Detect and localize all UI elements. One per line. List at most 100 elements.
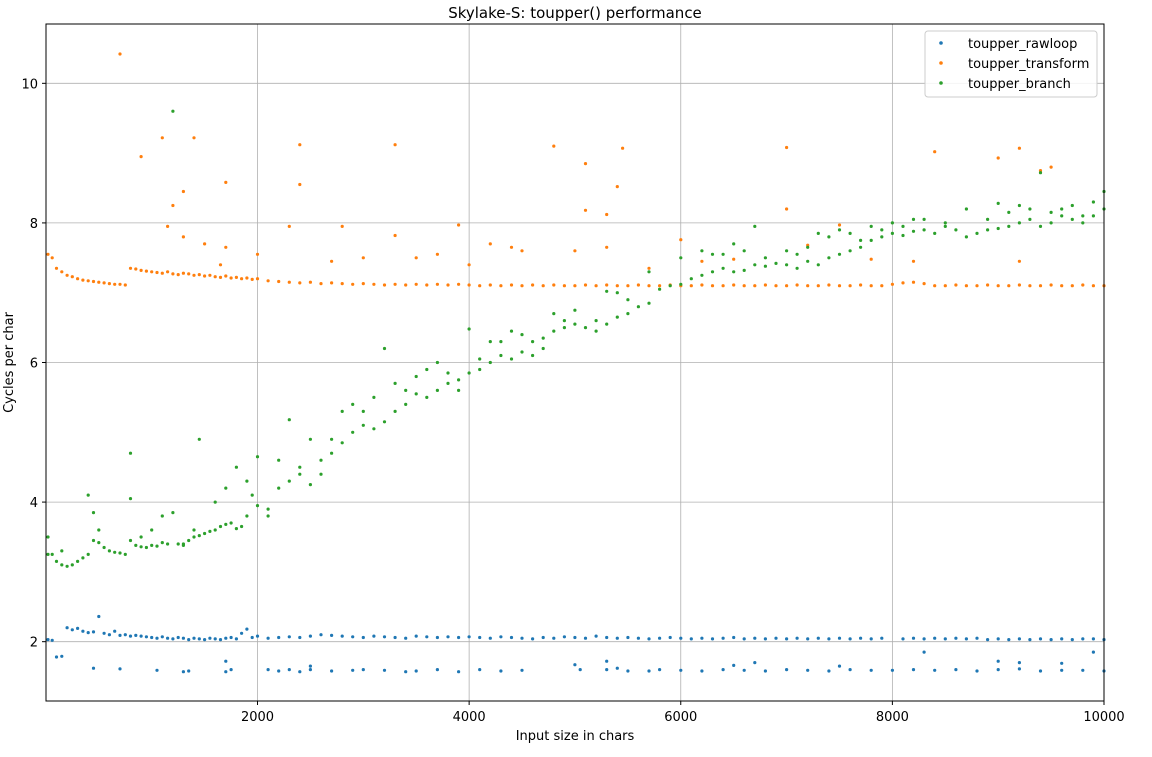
data-point — [134, 543, 138, 548]
data-point — [753, 263, 757, 267]
data-point — [50, 256, 54, 260]
data-point — [785, 284, 789, 288]
data-point — [467, 283, 471, 287]
data-point — [785, 668, 789, 672]
data-point — [732, 635, 736, 640]
data-point — [1017, 221, 1022, 225]
data-point — [457, 635, 461, 640]
data-point — [240, 524, 244, 529]
data-point — [393, 233, 397, 238]
data-point — [626, 635, 630, 640]
data-point — [1060, 207, 1064, 211]
data-point — [911, 668, 916, 672]
data-point — [46, 535, 50, 539]
data-point — [605, 635, 609, 640]
data-point — [361, 282, 365, 286]
data-point — [277, 486, 281, 490]
data-point — [1070, 203, 1074, 208]
data-point — [562, 319, 567, 323]
data-point — [224, 670, 228, 674]
data-point — [160, 541, 164, 545]
data-point — [986, 283, 990, 287]
data-point — [86, 552, 90, 557]
data-point — [467, 327, 471, 331]
data-point — [911, 259, 916, 263]
data-point — [425, 635, 429, 639]
data-point — [689, 277, 693, 281]
data-point — [277, 635, 281, 640]
data-point — [700, 259, 704, 263]
data-point — [573, 663, 577, 667]
data-point — [901, 637, 905, 641]
data-point — [245, 514, 249, 518]
data-point — [827, 283, 831, 287]
data-point — [187, 669, 191, 673]
data-point — [308, 280, 312, 284]
data-point — [1017, 661, 1022, 665]
data-point — [192, 273, 196, 277]
data-point — [382, 420, 387, 424]
data-point — [621, 146, 625, 150]
data-point — [1038, 171, 1043, 175]
data-point — [933, 668, 937, 672]
data-point — [869, 284, 873, 288]
data-point — [488, 340, 492, 344]
data-point — [382, 283, 387, 287]
data-point — [308, 437, 312, 441]
data-point — [573, 635, 577, 640]
data-point — [806, 245, 810, 249]
data-point — [435, 282, 439, 286]
data-point — [986, 217, 990, 221]
data-point — [118, 633, 122, 638]
data-point — [76, 559, 80, 564]
data-point — [626, 298, 630, 302]
data-point — [76, 277, 80, 281]
data-point — [478, 284, 482, 288]
data-point — [224, 180, 228, 184]
data-point — [986, 228, 990, 232]
data-point — [46, 638, 50, 642]
data-point — [166, 542, 170, 546]
data-point — [308, 634, 312, 638]
data-point — [583, 283, 588, 287]
y-axis-ticks: 2 4 6 8 10 — [21, 77, 46, 651]
data-point — [1038, 637, 1043, 641]
data-point — [203, 242, 207, 246]
data-point — [700, 669, 704, 673]
data-point — [351, 282, 355, 286]
data-point — [605, 283, 609, 287]
data-point — [562, 635, 567, 639]
data-point — [1017, 637, 1022, 641]
data-point — [250, 493, 254, 497]
data-points — [46, 52, 1106, 674]
data-point — [298, 465, 302, 469]
data-point — [795, 252, 799, 256]
data-point — [488, 636, 492, 640]
data-point — [668, 635, 672, 640]
data-point — [605, 659, 609, 663]
data-point — [155, 636, 159, 640]
series-toupper_rawloop — [46, 614, 1106, 674]
data-point — [647, 266, 651, 270]
data-point — [229, 276, 233, 280]
data-point — [155, 544, 159, 548]
data-point — [319, 282, 323, 286]
data-point — [943, 224, 947, 228]
data-point — [658, 636, 662, 640]
data-point — [245, 479, 249, 483]
data-point — [943, 637, 947, 641]
data-point — [467, 635, 471, 639]
legend-box — [924, 30, 1098, 98]
data-point — [890, 282, 895, 286]
data-point — [509, 245, 514, 249]
data-point — [150, 270, 154, 274]
data-point — [287, 479, 291, 483]
data-point — [520, 284, 524, 288]
data-point — [298, 143, 302, 147]
data-point — [234, 637, 238, 641]
data-point — [509, 635, 514, 640]
data-point — [113, 550, 117, 554]
data-point — [615, 315, 619, 319]
data-point — [996, 156, 1000, 160]
data-point — [107, 549, 111, 553]
